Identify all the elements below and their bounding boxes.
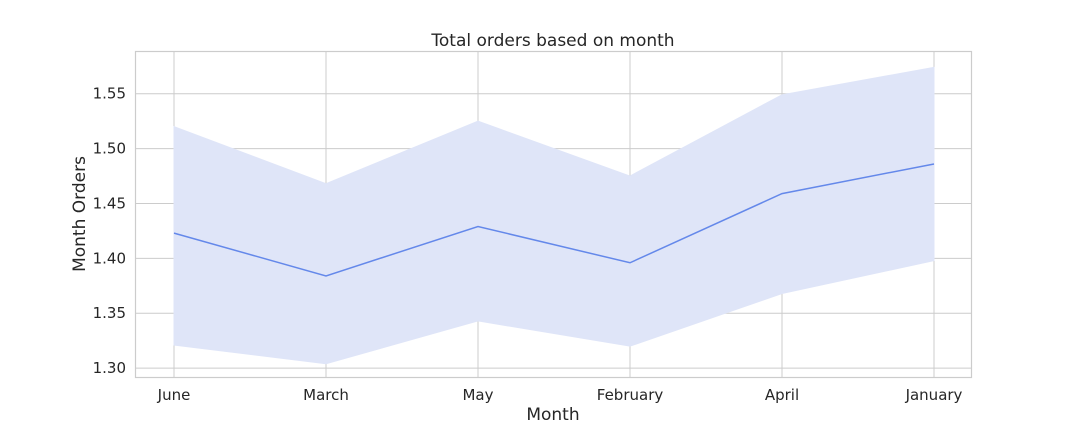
x-tick-label: January	[905, 386, 963, 404]
x-tick-label: May	[462, 386, 493, 404]
y-tick-label: 1.45	[93, 194, 126, 212]
x-tick-label: June	[157, 386, 191, 404]
x-axis-label: Month	[526, 405, 579, 425]
confidence-band	[173, 66, 935, 365]
line-group	[173, 163, 935, 277]
y-tick-label: 1.35	[93, 304, 126, 322]
y-axis-label: Month Orders	[70, 156, 90, 272]
chart-title: Total orders based on month	[430, 31, 674, 51]
x-tick-labels: June March May February April January	[157, 386, 963, 404]
x-tick-label: February	[597, 386, 664, 404]
y-tick-label: 1.50	[93, 140, 126, 158]
y-tick-labels: 1.30 1.35 1.40 1.45 1.50 1.55	[93, 85, 126, 377]
y-tick-label: 1.55	[93, 85, 126, 103]
y-tick-label: 1.40	[93, 249, 126, 267]
plot-frame	[134, 50, 973, 379]
series-line	[173, 163, 935, 277]
x-tick-label: April	[765, 386, 799, 404]
x-tick-label: March	[303, 386, 349, 404]
confidence-band-group	[173, 66, 935, 365]
y-tick-label: 1.30	[93, 359, 126, 377]
